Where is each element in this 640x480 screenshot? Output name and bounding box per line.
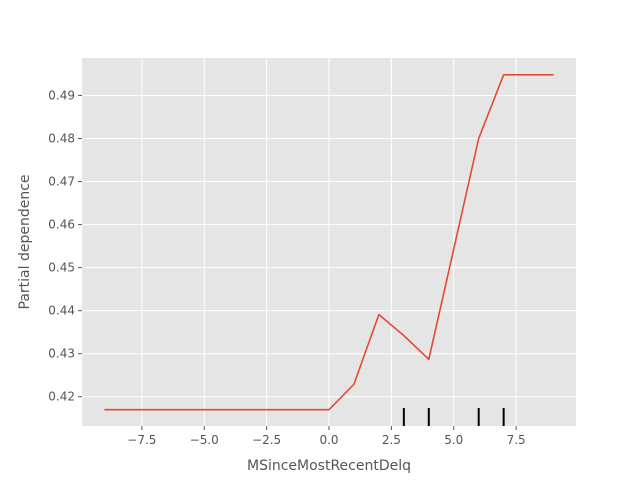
y-tick-label: 0.45 — [48, 261, 75, 275]
y-tick-label: 0.43 — [48, 347, 75, 361]
x-tick-label: −7.5 — [127, 433, 156, 447]
grid-lines — [82, 58, 576, 426]
y-axis-label: Partial dependence — [17, 174, 33, 309]
y-tick-label: 0.44 — [48, 304, 75, 318]
x-tick-label: −5.0 — [190, 433, 219, 447]
x-tick-label: 2.5 — [382, 433, 401, 447]
y-tick-label: 0.42 — [48, 390, 75, 404]
y-axis-ticks: 0.42 0.43 0.44 0.45 0.46 0.47 0.48 0.49 — [48, 88, 82, 404]
x-tick-label: −2.5 — [252, 433, 281, 447]
y-tick-label: 0.49 — [48, 88, 75, 102]
y-tick-label: 0.47 — [48, 175, 75, 189]
x-axis-ticks: −7.5 −5.0 −2.5 0.0 2.5 5.0 7.5 — [127, 426, 526, 447]
x-tick-label: 5.0 — [444, 433, 463, 447]
x-tick-label: 0.0 — [319, 433, 338, 447]
x-axis-label: MSinceMostRecentDelq — [247, 458, 411, 474]
y-tick-label: 0.48 — [48, 131, 75, 145]
x-tick-label: 7.5 — [507, 433, 526, 447]
series-line — [104, 73, 554, 411]
rug-marks — [402, 408, 505, 426]
series-group — [104, 73, 554, 411]
y-tick-label: 0.46 — [48, 218, 75, 232]
